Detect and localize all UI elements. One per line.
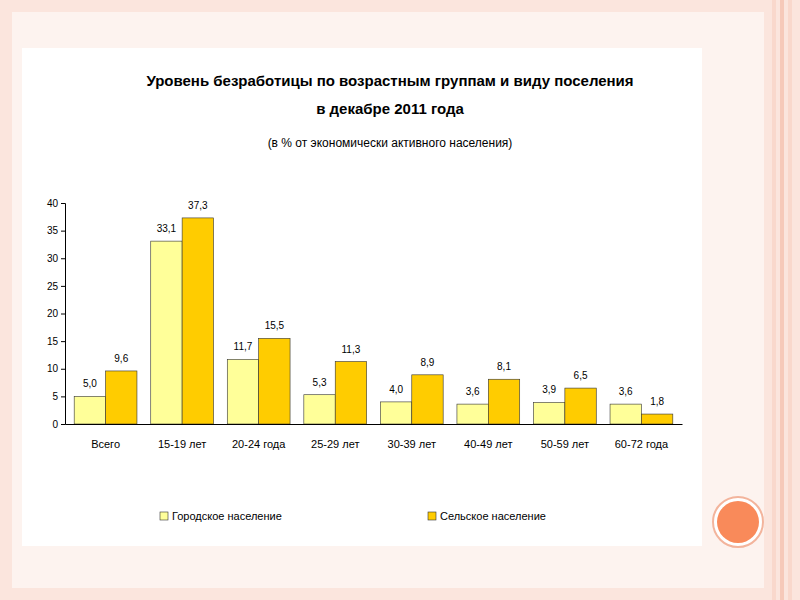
data-label: 8,9 — [421, 357, 435, 368]
chart-title: Уровень безработицы по возрастным группа… — [146, 72, 633, 89]
y-tick-label: 5 — [52, 391, 58, 402]
data-label: 15,5 — [265, 320, 285, 331]
y-tick: 0 — [52, 419, 65, 430]
bars — [74, 218, 673, 424]
y-tick-label: 20 — [47, 308, 59, 319]
y-tick: 40 — [47, 198, 65, 209]
data-label: 3,6 — [466, 386, 480, 397]
bar — [151, 241, 182, 424]
y-tick-mark — [61, 314, 65, 315]
x-tick-label: 25-29 лет — [311, 438, 359, 450]
y-tick-mark — [61, 203, 65, 204]
y-tick-label: 40 — [47, 198, 59, 209]
bar — [488, 379, 519, 424]
x-tick: 30-39 лет — [388, 424, 436, 450]
y-tick-label: 0 — [52, 419, 58, 430]
slide-stripe — [772, 0, 776, 600]
chart-svg: Уровень безработицы по возрастным группа… — [0, 0, 800, 600]
slide-stripe — [788, 0, 792, 600]
x-tick-label: 60-72 года — [615, 438, 669, 450]
data-label: 1,8 — [650, 396, 664, 407]
legend-label: Сельское население — [440, 510, 546, 522]
bar — [412, 375, 443, 424]
x-tick: Всего — [91, 424, 120, 450]
y-tick-label: 25 — [47, 281, 59, 292]
bar — [610, 404, 641, 424]
slide-background — [0, 0, 800, 600]
chart-background — [22, 48, 702, 546]
y-tick-label: 30 — [47, 253, 59, 264]
y-tick-mark — [61, 231, 65, 232]
chart-title: в декабре 2011 года — [316, 100, 464, 117]
y-tick: 30 — [47, 253, 65, 264]
data-label: 6,5 — [574, 370, 588, 381]
y-tick-mark — [61, 258, 65, 259]
y-tick-mark — [61, 286, 65, 287]
bar — [106, 371, 137, 424]
bar — [259, 338, 290, 424]
x-tick-label: 15-19 лет — [158, 438, 206, 450]
data-label: 3,9 — [542, 384, 556, 395]
y-tick-mark — [61, 341, 65, 342]
data-label: 4,0 — [389, 384, 403, 395]
bar — [380, 402, 411, 424]
y-axis-line — [61, 204, 66, 425]
slide-ring — [713, 497, 763, 547]
data-label: 5,3 — [313, 377, 327, 388]
data-label: 37,3 — [188, 200, 208, 211]
bar — [227, 359, 258, 424]
data-label: 11,7 — [234, 341, 253, 352]
bar — [457, 404, 488, 424]
legend-swatch — [160, 512, 168, 520]
y-tick-mark — [61, 424, 65, 425]
y-tick-mark — [61, 369, 65, 370]
y-tick: 35 — [47, 225, 65, 236]
y-tick: 25 — [47, 281, 65, 292]
x-tick: 60-72 года — [615, 424, 669, 450]
x-axis: Всего 15-19 лет 20-24 года 25-29 лет 30-39 л… — [66, 424, 683, 450]
bar — [304, 395, 335, 424]
x-tick-label: 50-59 лет — [541, 438, 589, 450]
x-tick: 15-19 лет — [158, 424, 206, 450]
slide-stripe — [780, 0, 784, 600]
x-tick-label: 40-49 лет — [464, 438, 512, 450]
slide-panel — [12, 12, 764, 588]
bar — [565, 388, 596, 424]
data-label: 9,6 — [114, 353, 128, 364]
x-tick-label: 30-39 лет — [388, 438, 436, 450]
data-label: 3,6 — [619, 386, 633, 397]
x-tick: 40-49 лет — [464, 424, 512, 450]
y-tick: 5 — [52, 391, 65, 402]
x-tick: 25-29 лет — [311, 424, 359, 450]
y-tick-mark — [61, 396, 65, 397]
x-tick-label: 20-24 года — [232, 438, 286, 450]
data-label: 5,0 — [83, 378, 97, 389]
data-label: 33,1 — [157, 223, 177, 234]
x-tick-label: Всего — [91, 438, 120, 450]
data-labels: 5,0 33,1 11,7 5,3 4,0 3,6 3,9 3,6 9,6 37,3 15,5 11,… — [83, 200, 665, 407]
y-tick-label: 10 — [47, 363, 59, 374]
bar — [335, 362, 366, 424]
y-tick-label: 15 — [47, 336, 59, 347]
bar — [641, 414, 672, 424]
y-tick: 20 — [47, 308, 65, 319]
y-tick-label: 35 — [47, 225, 59, 236]
y-axis: 0 5 10 15 20 25 30 35 40 — [47, 198, 66, 430]
y-tick: 15 — [47, 336, 65, 347]
bar — [533, 402, 564, 424]
legend-swatch — [428, 512, 436, 520]
data-label: 8,1 — [497, 361, 511, 372]
data-label: 11,3 — [342, 344, 361, 355]
legend: Городское население Сельское население — [160, 510, 546, 522]
legend-label: Городское население — [172, 510, 282, 522]
y-tick: 10 — [47, 363, 65, 374]
x-tick: 20-24 года — [232, 424, 286, 450]
slide-dot — [717, 501, 759, 543]
x-tick: 50-59 лет — [541, 424, 589, 450]
chart-subtitle: (в % от экономически активного населения… — [268, 136, 513, 150]
bar — [74, 396, 105, 424]
bar — [182, 218, 213, 424]
x-axis-line — [66, 424, 683, 425]
